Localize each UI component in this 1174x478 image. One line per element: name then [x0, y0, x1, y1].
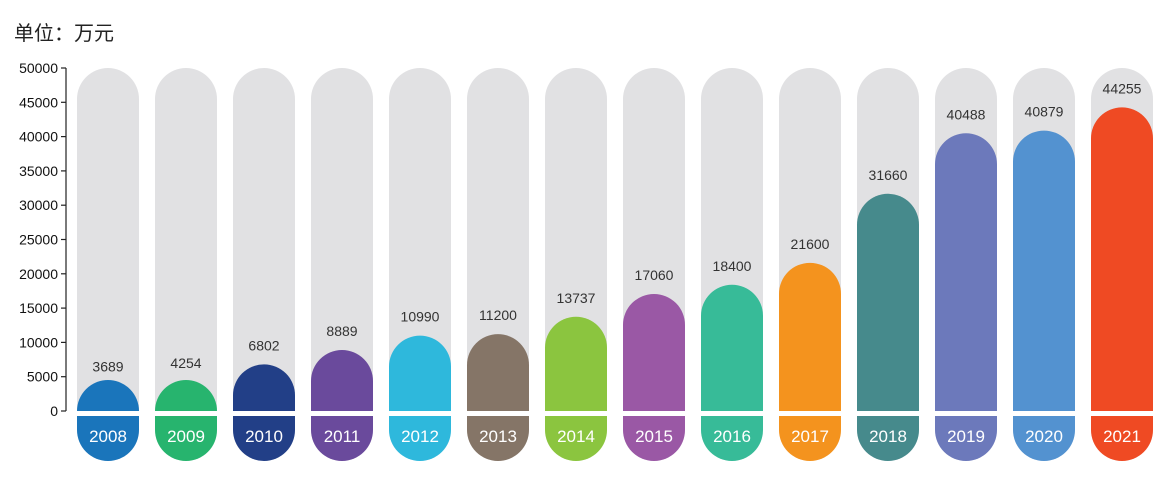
y-tick-label: 35000 [19, 163, 58, 179]
value-label-2012: 10990 [401, 309, 440, 325]
category-label-2009: 2009 [167, 427, 205, 446]
y-tick-label: 30000 [19, 197, 58, 213]
bar-2016 [701, 284, 763, 411]
bar-2010 [233, 364, 295, 411]
bar-track [389, 68, 451, 411]
bar-track [155, 68, 217, 411]
category-label-2020: 2020 [1025, 427, 1063, 446]
category-label-2017: 2017 [791, 427, 829, 446]
bar-2012 [389, 335, 451, 411]
category-label-2015: 2015 [635, 427, 673, 446]
value-label-2017: 21600 [791, 236, 830, 252]
unit-label: 单位：万元 [14, 21, 114, 45]
value-label-2018: 31660 [869, 167, 908, 183]
bar-2019 [935, 133, 997, 411]
year-caps: 2008 2009 2010 2011 2012 2013 2014 2015 2016 2017… [77, 416, 1153, 461]
value-label-2013: 11200 [479, 307, 517, 323]
bar-track [77, 68, 139, 411]
bar-2008 [77, 380, 139, 411]
bar-2009 [155, 380, 217, 411]
bar-2020 [1013, 130, 1075, 411]
value-label-2021: 44255 [1103, 80, 1142, 96]
category-label-2013: 2013 [479, 427, 517, 446]
year-cap-2013 [467, 416, 529, 461]
year-cap-2014 [545, 416, 607, 461]
year-cap-2019 [935, 416, 997, 461]
value-label-2011: 8889 [326, 323, 357, 339]
bar-track [467, 68, 529, 411]
category-label-2016: 2016 [713, 427, 751, 446]
category-label-2012: 2012 [401, 427, 439, 446]
y-tick-label: 40000 [19, 129, 58, 145]
y-tick-label: 0 [50, 403, 58, 419]
category-label-2008: 2008 [89, 427, 127, 446]
y-tick-label: 25000 [19, 232, 58, 248]
y-axis: 0 5000 10000 15000 20000 25000 30000 35000 40000… [19, 60, 67, 419]
bar-track [311, 68, 373, 411]
y-tick-label: 10000 [19, 334, 58, 350]
bar-2021 [1090, 107, 1153, 411]
bar-2017 [779, 262, 841, 411]
y-tick-label: 45000 [19, 94, 58, 110]
bar-2018 [857, 193, 919, 411]
year-cap-2015 [623, 416, 685, 461]
year-cap-2018 [857, 416, 919, 461]
year-cap-2008 [77, 416, 139, 461]
year-cap-2012 [389, 416, 451, 461]
value-label-2020: 40879 [1025, 104, 1064, 120]
value-label-2016: 18400 [713, 258, 752, 274]
value-label-2008: 3689 [92, 359, 123, 375]
category-label-2021: 2021 [1103, 427, 1141, 446]
value-labels: 3689 4254 6802 8889 10990 11200 13737 17060 1840… [92, 80, 1141, 374]
bar-2014 [545, 316, 607, 411]
year-cap-2017 [779, 416, 841, 461]
value-label-2014: 13737 [557, 290, 596, 306]
year-cap-2021 [1091, 416, 1153, 461]
bar-2011 [311, 350, 373, 411]
year-cap-2016 [701, 416, 763, 461]
year-cap-2020 [1013, 416, 1075, 461]
value-label-2010: 6802 [248, 337, 279, 353]
category-label-2014: 2014 [557, 427, 595, 446]
year-cap-2009 [155, 416, 217, 461]
value-label-2015: 17060 [635, 267, 674, 283]
bar-2013 [467, 334, 529, 411]
category-label-2010: 2010 [245, 427, 283, 446]
category-label-2011: 2011 [324, 427, 361, 446]
value-label-2009: 4254 [170, 355, 201, 371]
y-tick-label: 50000 [19, 60, 58, 76]
bar-2015 [623, 293, 685, 411]
bars [77, 107, 1153, 411]
value-label-2019: 40488 [947, 106, 986, 122]
category-label-2019: 2019 [947, 427, 985, 446]
y-tick-label: 15000 [19, 300, 58, 316]
year-cap-2011 [311, 416, 373, 461]
y-tick-label: 20000 [19, 266, 58, 282]
category-label-2018: 2018 [869, 427, 907, 446]
bar-track [233, 68, 295, 412]
year-cap-2010 [233, 416, 295, 461]
y-tick-label: 5000 [27, 369, 58, 385]
